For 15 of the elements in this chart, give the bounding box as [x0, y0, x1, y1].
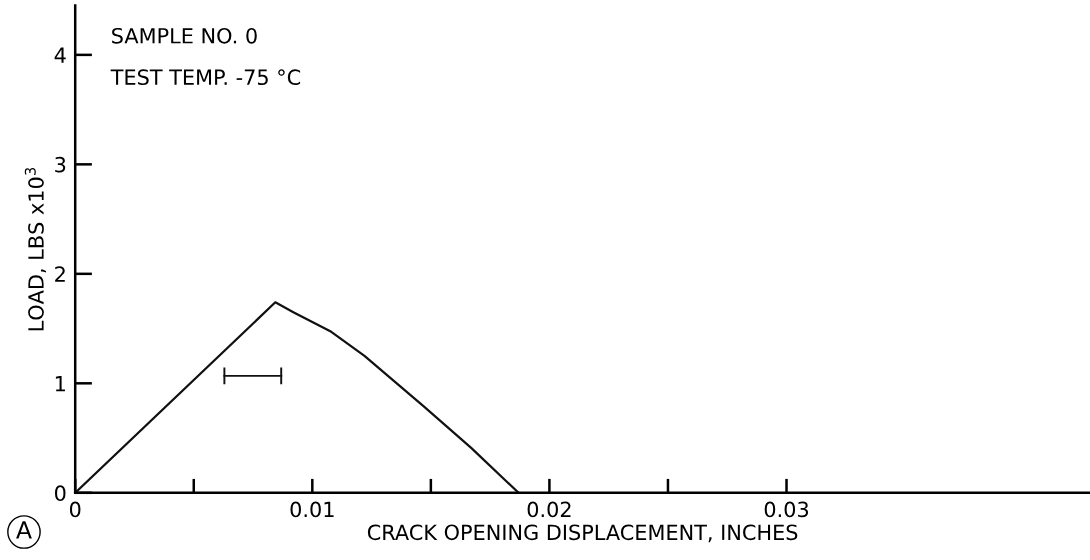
annotation: TEST TEMP. -75 °C: [110, 69, 301, 86]
line-series: [75, 301, 520, 493]
y-tick-label: 1: [55, 376, 65, 392]
x-axis-title: CRACK OPENING DISPLACEMENT, INCHES: [367, 524, 798, 543]
x-tick-label: 0.02: [527, 501, 571, 518]
y-tick-label: 4: [54, 47, 66, 63]
y-tick-label: 0: [55, 485, 66, 502]
text: A: [16, 521, 32, 539]
y-tick-label: 2: [55, 266, 65, 282]
x-tick-label: 0.01: [290, 501, 334, 518]
x-tick-label: 0: [69, 501, 81, 518]
y-axis-title: LOAD, LBS x10$^{3}$: [24, 167, 46, 331]
y-tick-label: 3: [55, 156, 66, 173]
x-tick-label: 0.03: [764, 501, 809, 518]
annotation: SAMPLE NO. 0: [112, 27, 257, 44]
